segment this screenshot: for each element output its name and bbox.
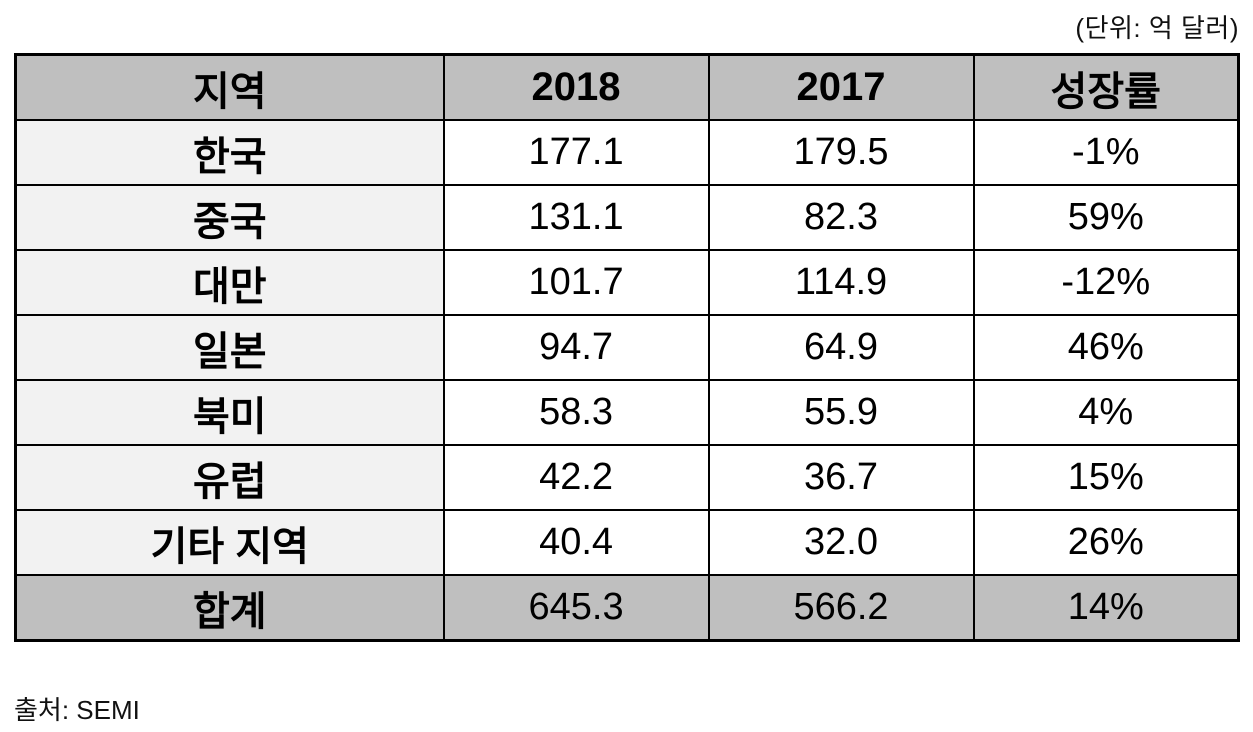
value-2018: 58.3: [442, 379, 710, 446]
table-row-china: 중국 131.1 82.3 59%: [14, 184, 1240, 251]
table-header-row: 지역 2018 2017 성장률: [14, 53, 1240, 121]
total-2018: 645.3: [442, 574, 710, 642]
value-growth: 46%: [972, 314, 1240, 381]
header-growth: 성장률: [972, 53, 1240, 121]
header-2017: 2017: [707, 53, 975, 121]
value-growth: 59%: [972, 184, 1240, 251]
region-label: 일본: [14, 314, 445, 381]
table-row-total: 합계 645.3 566.2 14%: [14, 574, 1240, 642]
value-2018: 94.7: [442, 314, 710, 381]
source-note: 출처: SEMI: [14, 695, 140, 725]
table-row-japan: 일본 94.7 64.9 46%: [14, 314, 1240, 381]
value-2017: 114.9: [707, 249, 975, 316]
table-row-north-america: 북미 58.3 55.9 4%: [14, 379, 1240, 446]
value-2017: 55.9: [707, 379, 975, 446]
total-2017: 566.2: [707, 574, 975, 642]
region-label: 기타 지역: [14, 509, 445, 576]
market-table: 지역 2018 2017 성장률 한국 177.1 179.5 -1% 중국 1…: [14, 53, 1240, 642]
value-2018: 131.1: [442, 184, 710, 251]
value-2017: 36.7: [707, 444, 975, 511]
total-growth: 14%: [972, 574, 1240, 642]
value-2018: 177.1: [442, 119, 710, 186]
region-label: 중국: [14, 184, 445, 251]
value-2018: 42.2: [442, 444, 710, 511]
value-growth: 4%: [972, 379, 1240, 446]
table-row-korea: 한국 177.1 179.5 -1%: [14, 119, 1240, 186]
value-2018: 40.4: [442, 509, 710, 576]
table-row-europe: 유럽 42.2 36.7 15%: [14, 444, 1240, 511]
region-label: 북미: [14, 379, 445, 446]
value-growth: -1%: [972, 119, 1240, 186]
value-2017: 179.5: [707, 119, 975, 186]
region-label: 대만: [14, 249, 445, 316]
value-growth: 15%: [972, 444, 1240, 511]
table-row-taiwan: 대만 101.7 114.9 -12%: [14, 249, 1240, 316]
region-label: 한국: [14, 119, 445, 186]
value-2017: 82.3: [707, 184, 975, 251]
unit-note: (단위: 억 달러): [1075, 13, 1239, 43]
value-growth: 26%: [972, 509, 1240, 576]
header-region: 지역: [14, 53, 445, 121]
region-label: 유럽: [14, 444, 445, 511]
value-growth: -12%: [972, 249, 1240, 316]
value-2017: 32.0: [707, 509, 975, 576]
total-label: 합계: [14, 574, 445, 642]
header-2018: 2018: [442, 53, 710, 121]
value-2018: 101.7: [442, 249, 710, 316]
value-2017: 64.9: [707, 314, 975, 381]
table-row-other-regions: 기타 지역 40.4 32.0 26%: [14, 509, 1240, 576]
